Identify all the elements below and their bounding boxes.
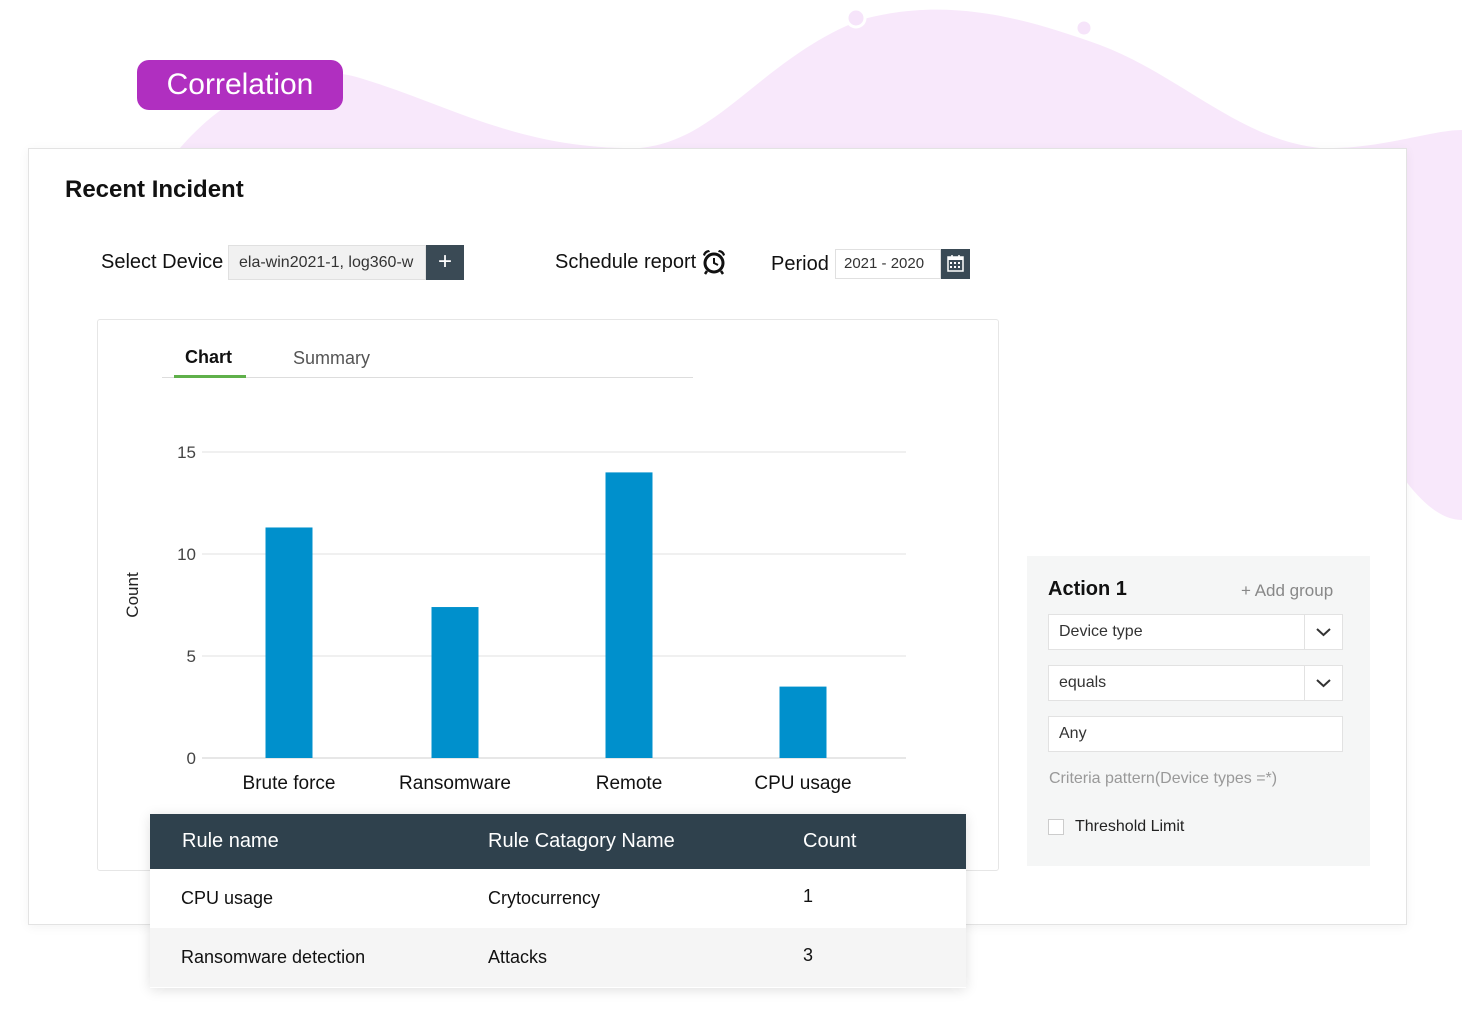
action-title: Action 1 bbox=[1048, 578, 1127, 600]
tab-active-indicator bbox=[174, 375, 246, 378]
device-select-input[interactable]: ela-win2021-1, log360-w bbox=[228, 245, 426, 280]
y-tick-label: 15 bbox=[177, 443, 196, 462]
x-tick-label: CPU usage bbox=[754, 773, 851, 794]
cell-rule-name: CPU usage bbox=[181, 888, 274, 908]
y-tick-label: 5 bbox=[187, 647, 196, 666]
bar bbox=[431, 607, 479, 758]
correlation-badge: Correlation bbox=[137, 60, 343, 110]
table-header: Rule name Rule Catagory Name Count bbox=[150, 814, 966, 869]
schedule-report-label: Schedule report bbox=[555, 251, 697, 273]
column-header-count[interactable]: Count bbox=[803, 830, 857, 852]
bar bbox=[265, 527, 313, 758]
tab-divider bbox=[162, 377, 693, 378]
x-tick-label: Ransomware bbox=[399, 773, 511, 794]
device-type-value: Device type bbox=[1059, 623, 1143, 640]
period-input[interactable]: 2021 - 2020 bbox=[835, 249, 941, 279]
bar bbox=[779, 686, 827, 758]
calendar-button[interactable] bbox=[941, 249, 970, 279]
value-input[interactable]: Any bbox=[1048, 716, 1343, 752]
chevron-down-icon bbox=[1304, 615, 1342, 649]
card-title: Recent Incident bbox=[65, 176, 244, 203]
bar-chart: 0 5 10 15 Count Brute force Ransomware Remote CP… bbox=[123, 443, 906, 794]
cell-count: 1 bbox=[803, 886, 814, 906]
y-tick-label: 0 bbox=[187, 749, 196, 768]
threshold-checkbox[interactable] bbox=[1048, 819, 1064, 835]
y-tick-label: 10 bbox=[177, 545, 196, 564]
bar bbox=[605, 472, 653, 758]
alarm-clock-icon[interactable] bbox=[700, 248, 728, 276]
operator-value: equals bbox=[1059, 674, 1107, 691]
column-header-category[interactable]: Rule Catagory Name bbox=[488, 830, 675, 852]
action-panel bbox=[1027, 556, 1370, 866]
x-tick-label: Remote bbox=[596, 773, 663, 794]
rules-table: Rule name Rule Catagory Name Count CPU u… bbox=[150, 814, 966, 988]
chevron-down-icon bbox=[1304, 666, 1342, 700]
period-label: Period bbox=[771, 253, 829, 275]
y-axis-label: Count bbox=[123, 572, 142, 618]
tab-chart[interactable]: Chart bbox=[185, 347, 233, 367]
background-wave bbox=[180, 7, 1462, 520]
device-type-select[interactable]: Device type bbox=[1048, 614, 1343, 650]
cell-count: 3 bbox=[803, 945, 814, 965]
x-tick-label: Brute force bbox=[243, 773, 336, 794]
add-group-link[interactable]: + Add group bbox=[1241, 581, 1334, 600]
threshold-label: Threshold Limit bbox=[1075, 818, 1185, 835]
chart-card bbox=[97, 319, 999, 871]
cell-category: Attacks bbox=[488, 947, 548, 967]
table-row[interactable]: Ransomware detection Attacks 3 bbox=[150, 928, 966, 987]
calendar-icon bbox=[947, 255, 964, 272]
criteria-pattern-text: Criteria pattern(Device types =*) bbox=[1049, 770, 1278, 787]
cell-rule-name: Ransomware detection bbox=[181, 947, 366, 967]
add-device-button[interactable]: + bbox=[426, 245, 464, 280]
tab-summary[interactable]: Summary bbox=[293, 348, 371, 368]
plus-icon: + bbox=[437, 248, 452, 275]
cell-category: Crytocurrency bbox=[488, 888, 601, 908]
column-header-rule-name[interactable]: Rule name bbox=[182, 830, 279, 852]
table-row[interactable]: CPU usage Crytocurrency 1 bbox=[150, 869, 966, 928]
select-device-label: Select Device bbox=[101, 251, 224, 273]
operator-select[interactable]: equals bbox=[1048, 665, 1343, 701]
